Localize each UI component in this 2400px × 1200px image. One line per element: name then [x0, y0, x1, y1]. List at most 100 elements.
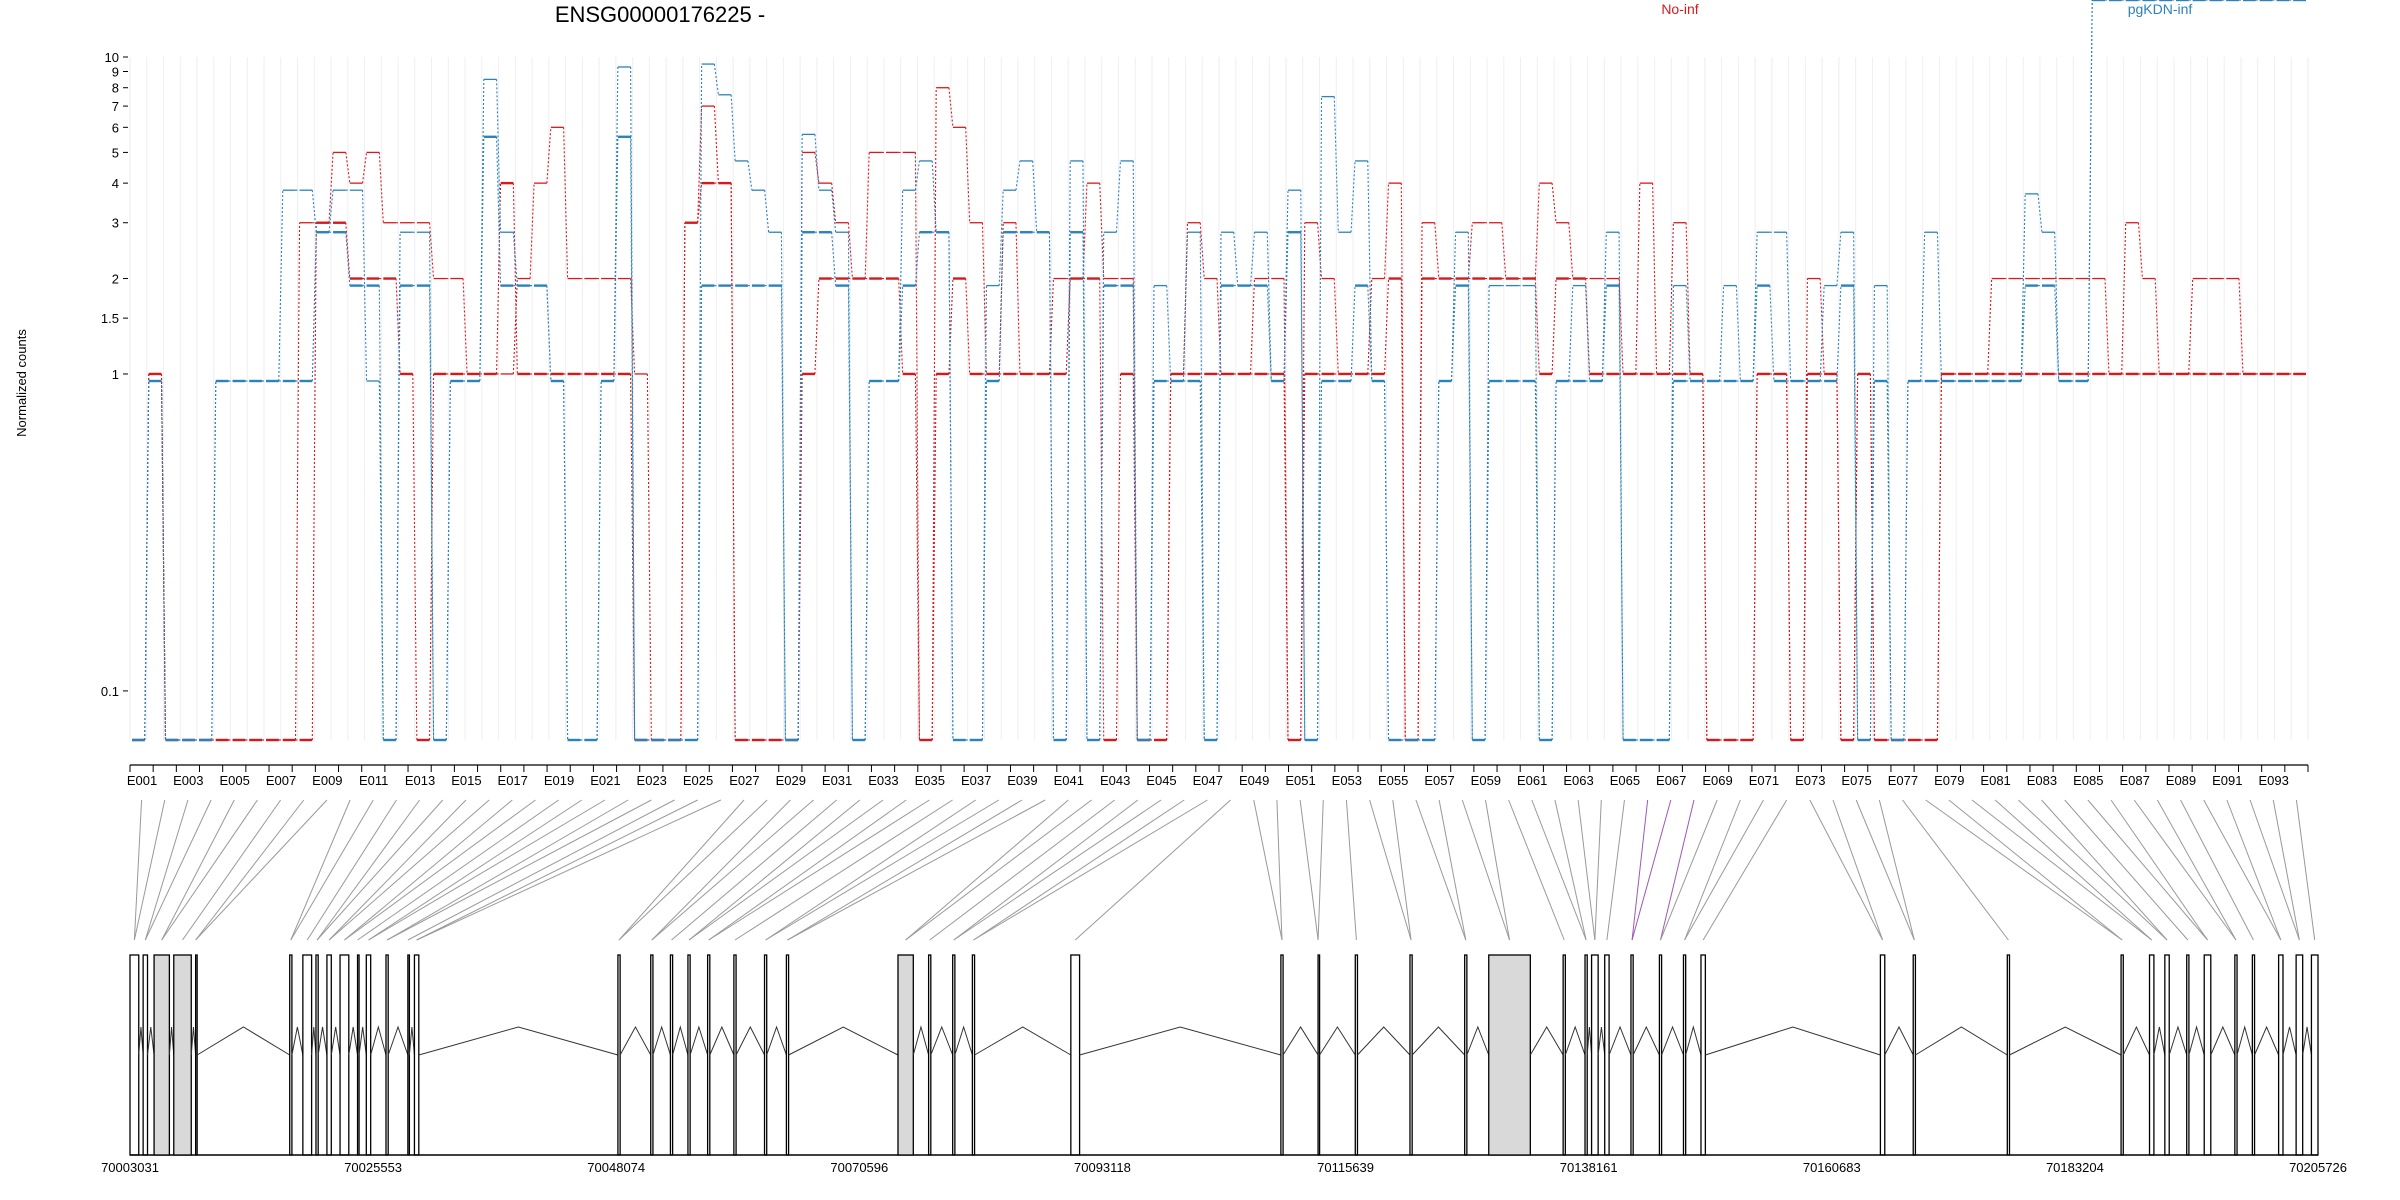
y-tick-label: 2 — [112, 272, 119, 287]
exon-box — [1070, 954, 1081, 1156]
exon-box — [339, 954, 350, 1156]
exon-connector-line — [2180, 799, 2254, 941]
exon-connector-line — [1276, 799, 1283, 941]
genomic-coordinate-label: 70025553 — [344, 1160, 402, 1175]
intron-line — [317, 1026, 328, 1056]
x-tick-label: E071 — [1749, 773, 1779, 788]
intron-line — [912, 1025, 930, 1056]
exon-connector-line — [2295, 799, 2316, 941]
exon-connector-line — [2041, 799, 2168, 941]
exon-connector-line — [357, 799, 559, 941]
intron-line — [1661, 1025, 1684, 1056]
data-connector — [847, 222, 853, 279]
intron-line — [1685, 1025, 1702, 1056]
exon-box — [142, 954, 149, 1156]
exon-box — [356, 954, 360, 1156]
exon-connector-line — [1925, 799, 2123, 941]
exon-box — [897, 954, 914, 1156]
intron-line — [358, 1026, 367, 1056]
intron-line — [1411, 1026, 1466, 1056]
data-connector — [646, 373, 652, 741]
exon-box — [2295, 954, 2304, 1156]
y-tick-label: 1.5 — [101, 311, 119, 326]
exon-connector-line — [1631, 799, 1672, 941]
data-connector — [345, 222, 351, 279]
exon-connector-line — [195, 799, 305, 941]
data-connector — [412, 373, 418, 741]
exon-connector-line — [386, 799, 629, 941]
intron-line — [1466, 1025, 1490, 1056]
intron-line — [672, 1025, 689, 1056]
x-tick-label: E039 — [1007, 773, 1037, 788]
intron-line — [387, 1025, 409, 1056]
x-tick-label: E059 — [1471, 773, 1501, 788]
x-tick-label: E093 — [2258, 773, 2288, 788]
data-connector — [1936, 373, 1942, 741]
intron-line — [1608, 1025, 1632, 1056]
exon-box — [2277, 954, 2284, 1156]
exon-box — [1464, 954, 1468, 1156]
exon-box — [1630, 954, 1634, 1156]
exon-box — [326, 954, 332, 1156]
data-connector — [630, 136, 636, 741]
exon-connector-line — [386, 799, 652, 941]
exon-connector-line — [2226, 799, 2282, 941]
data-connector — [713, 106, 719, 184]
exon-connector-line — [787, 799, 1046, 941]
data-connector — [914, 373, 920, 741]
exon-connector-line — [1994, 799, 2153, 941]
y-tick-label: 10 — [105, 50, 119, 65]
exon-box — [1488, 954, 1531, 1156]
exon-connector-line — [1253, 799, 1283, 941]
intron-line — [930, 1025, 954, 1056]
exon-connector-line — [953, 799, 1162, 941]
data-connector — [546, 127, 552, 184]
intron-line — [1884, 1025, 1914, 1056]
exon-box — [2186, 954, 2190, 1156]
genomic-coordinate-label: 70115639 — [1317, 1160, 1374, 1175]
exon-connector-line — [2203, 799, 2282, 941]
data-connector — [2087, 0, 2093, 382]
x-tick-label: E081 — [1980, 773, 2010, 788]
intron-line — [408, 1026, 415, 1056]
exon-box — [194, 954, 198, 1156]
data-connector — [697, 183, 703, 223]
intron-line — [2153, 1026, 2166, 1056]
x-tick-label: E041 — [1054, 773, 1084, 788]
x-tick-label: E049 — [1239, 773, 1269, 788]
x-tick-label: E051 — [1285, 773, 1315, 788]
data-connector — [1249, 232, 1256, 286]
x-tick-label: E069 — [1702, 773, 1732, 788]
exon-connector-line — [133, 799, 166, 941]
series-pgkdn-inf-solid — [132, 0, 2306, 742]
x-tick-label: E057 — [1424, 773, 1454, 788]
x-tick-label: E035 — [915, 773, 945, 788]
exon-connector-line — [344, 799, 536, 941]
x-tick-label: E029 — [776, 773, 806, 788]
legend-entry-pgkdn-inf: pgKDN-inf — [2128, 1, 2193, 17]
data-connector — [914, 160, 920, 191]
exon-connector-line — [1345, 799, 1357, 941]
data-connector — [1316, 222, 1323, 279]
exon-connector-line — [290, 799, 351, 941]
gene-model — [129, 954, 2319, 1156]
intron-line — [147, 1026, 155, 1056]
data-connector — [730, 183, 736, 741]
x-tick-label: E073 — [1795, 773, 1825, 788]
x-tick-label: E005 — [219, 773, 249, 788]
exon-connector-line — [144, 799, 212, 941]
exon-connector-line — [306, 799, 397, 941]
intron-line — [1632, 1025, 1660, 1056]
data-connector — [713, 63, 719, 95]
exon-box — [413, 954, 420, 1156]
exon-box — [1280, 954, 1284, 1156]
data-connector — [1333, 96, 1339, 233]
x-tick-label: E009 — [312, 773, 342, 788]
exon-box — [315, 954, 319, 1156]
data-connector — [1836, 373, 1842, 741]
data-connector — [429, 373, 435, 741]
intron-line — [190, 1026, 197, 1056]
data-connector — [1685, 222, 1691, 374]
exon-connector-line — [1531, 799, 1587, 941]
genomic-coordinate-label: 70138161 — [1560, 1160, 1618, 1175]
